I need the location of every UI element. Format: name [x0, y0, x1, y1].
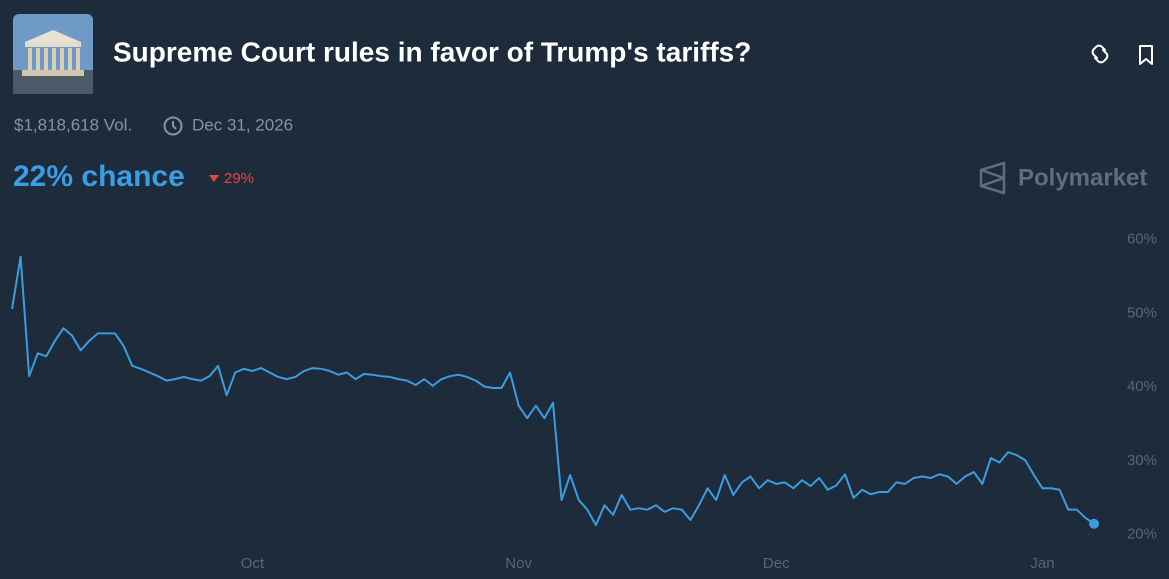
- link-button[interactable]: [1091, 44, 1109, 64]
- bookmark-button[interactable]: [1139, 45, 1153, 65]
- y-tick-label: 30%: [1127, 452, 1157, 469]
- brand-name: Polymarket: [1018, 164, 1147, 191]
- volume: $1,818,618 Vol.: [14, 115, 132, 134]
- last-point: [1089, 518, 1099, 529]
- chance: 22% chance: [13, 160, 185, 193]
- market-title: Supreme Court rules in favor of Trump's …: [113, 36, 751, 67]
- x-tick-label: Jan: [1030, 555, 1054, 572]
- brand-logo: [979, 161, 1006, 195]
- y-tick-label: 20%: [1127, 526, 1157, 543]
- x-tick-label: Nov: [505, 555, 532, 572]
- y-tick-label: 60%: [1127, 231, 1157, 248]
- y-tick-label: 50%: [1127, 304, 1157, 321]
- x-tick-label: Dec: [763, 555, 790, 572]
- change: 29%: [224, 170, 254, 187]
- down-arrow: [209, 175, 219, 182]
- clock-icon: [163, 116, 183, 136]
- plot: 20% 30% 40% 50% 60% Oct Nov Dec Jan: [0, 231, 1157, 572]
- end-date: Dec 31, 2026: [192, 115, 293, 134]
- market-image: [13, 14, 93, 94]
- price-line: [11, 255, 1095, 527]
- y-tick-label: 40%: [1127, 378, 1157, 395]
- x-tick-label: Oct: [241, 555, 265, 572]
